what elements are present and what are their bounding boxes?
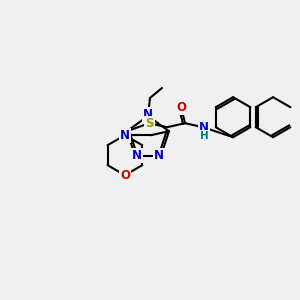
Text: S: S [145,117,153,130]
Text: O: O [120,169,130,182]
Text: N: N [120,129,130,142]
Text: N: N [132,149,142,162]
Text: N: N [199,121,209,134]
Text: O: O [176,101,186,114]
Text: N: N [154,149,164,162]
Text: H: H [200,131,208,141]
Text: N: N [143,109,153,122]
